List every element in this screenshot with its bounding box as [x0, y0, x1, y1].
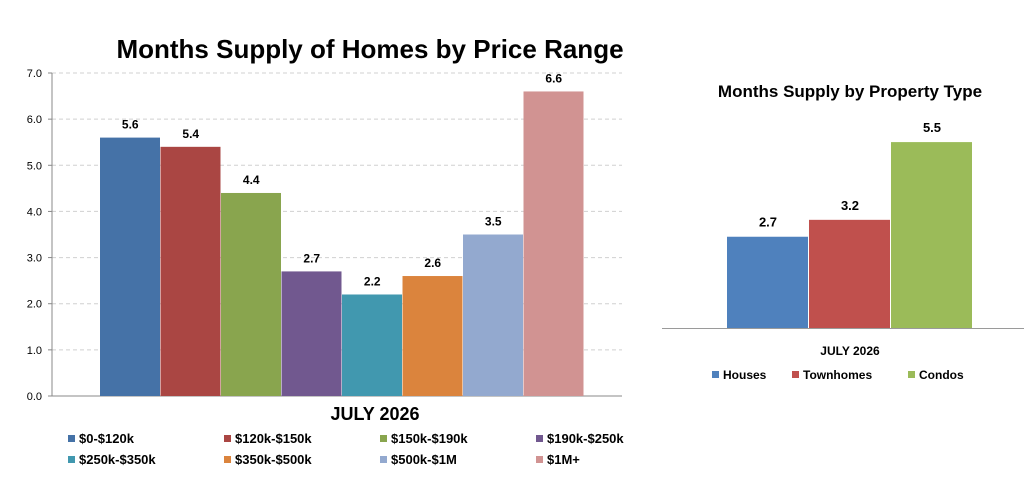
- legend-label: $250k-$350k: [79, 452, 156, 467]
- bar-0-120k: [100, 137, 160, 396]
- legend-swatch: [712, 371, 719, 378]
- legend-swatch: [224, 435, 231, 442]
- legend-swatch: [68, 435, 75, 442]
- x-axis-label: JULY 2026: [820, 344, 880, 358]
- legend-label: $120k-$150k: [235, 431, 312, 446]
- bar-1m: [523, 91, 584, 396]
- data-label: 2.2: [364, 274, 381, 288]
- legend-item: $0-$120k: [68, 431, 134, 446]
- bar-houses: [727, 236, 808, 328]
- property-type-plot: 2.7 3.2 5.5: [662, 120, 1024, 329]
- data-label: 3.5: [485, 215, 502, 229]
- x-axis-label: JULY 2026: [330, 404, 420, 424]
- legend-label: $500k-$1M: [391, 452, 457, 467]
- data-label: 2.7: [759, 215, 777, 230]
- legend-item: $190k-$250k: [536, 431, 624, 446]
- legend-item: $250k-$350k: [68, 452, 156, 467]
- bar-250k-350k: [342, 294, 402, 396]
- legend-label: $350k-$500k: [235, 452, 312, 467]
- legend-swatch: [224, 456, 231, 463]
- data-label: 5.6: [122, 118, 139, 132]
- legend-item: Condos: [908, 368, 964, 382]
- legend-label: Houses: [723, 368, 767, 382]
- legend-item: $150k-$190k: [380, 431, 468, 446]
- property-type-chart: Months Supply by Property Type 2.7 3.2 5.5…: [650, 0, 1024, 492]
- data-label: 3.2: [841, 198, 859, 213]
- legend-item: $500k-$1M: [380, 452, 457, 467]
- legend-swatch: [68, 456, 75, 463]
- price-range-plot: 0.0 1.0 2.0 3.0 4.0 5.0 6.0 7.0 5.6 5.4 4.4 2.7 2.2 2…: [27, 68, 622, 403]
- chart-title: Months Supply by Property Type: [717, 82, 983, 101]
- legend-label: $150k-$190k: [391, 431, 468, 446]
- bar-120k-150k: [160, 146, 221, 396]
- property-type-legend: Houses Townhomes Condos: [712, 368, 1012, 386]
- legend-label: $190k-$250k: [547, 431, 624, 446]
- y-tick-label: 0.0: [27, 391, 42, 403]
- legend-swatch: [536, 435, 543, 442]
- legend-item: Houses: [712, 368, 766, 382]
- bar-townhomes: [809, 219, 890, 328]
- legend-swatch: [792, 371, 799, 378]
- legend-label: Townhomes: [803, 368, 873, 382]
- legend-swatch: [380, 435, 387, 442]
- legend-swatch: [536, 456, 543, 463]
- data-label: 6.6: [545, 71, 562, 85]
- legend-label: $0-$120k: [79, 431, 134, 446]
- bar-condos: [891, 142, 972, 328]
- y-tick-label: 4.0: [27, 206, 42, 218]
- price-range-legend: $0-$120k $120k-$150k $150k-$190k $190k-$250…: [68, 431, 668, 471]
- y-tick-label: 2.0: [27, 299, 42, 311]
- bar-190k-250k: [281, 271, 342, 396]
- bar-150k-190k: [221, 192, 281, 396]
- y-tick-label: 1.0: [27, 345, 42, 357]
- y-tick-label: 6.0: [27, 114, 42, 126]
- legend-item: Townhomes: [792, 368, 872, 382]
- bar-350k-500k: [402, 276, 463, 396]
- data-label: 2.6: [424, 256, 441, 270]
- legend-item: $350k-$500k: [224, 452, 312, 467]
- bar-500k-1m: [463, 234, 523, 396]
- legend-swatch: [908, 371, 915, 378]
- y-tick-label: 3.0: [27, 253, 42, 265]
- chart-title: Months Supply of Homes by Price Range: [116, 34, 624, 64]
- legend-item: $120k-$150k: [224, 431, 312, 446]
- legend-label: $1M+: [547, 452, 580, 467]
- legend-item: $1M+: [536, 452, 580, 467]
- data-label: 5.4: [182, 127, 199, 141]
- y-tick-label: 5.0: [27, 160, 42, 172]
- data-label: 5.5: [923, 120, 941, 135]
- price-range-chart: Months Supply of Homes by Price Range 0.…: [27, 34, 624, 467]
- data-label: 4.4: [243, 173, 260, 187]
- legend-swatch: [380, 456, 387, 463]
- data-label: 2.7: [303, 251, 320, 265]
- y-tick-label: 7.0: [27, 68, 42, 80]
- legend-label: Condos: [919, 368, 964, 382]
